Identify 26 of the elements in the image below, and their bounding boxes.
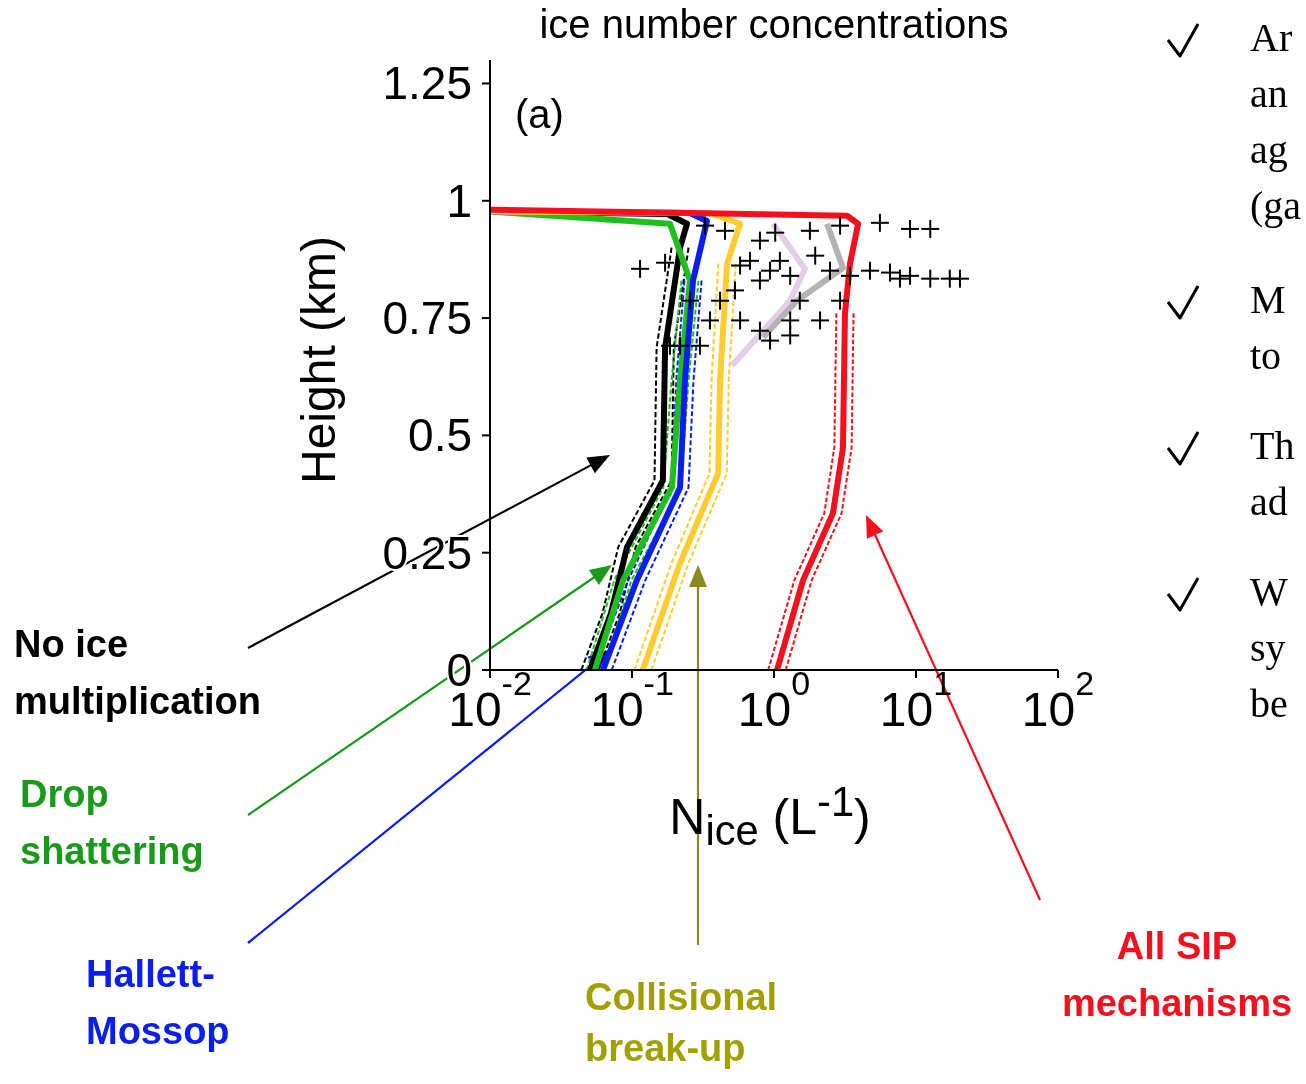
text: an xyxy=(1250,70,1288,117)
annotation: (a) xyxy=(515,91,565,138)
x-tick-label: 10$^{2}$ xyxy=(1021,664,1095,736)
x-tick-label: 10$^{-1}$ xyxy=(590,664,674,736)
text: sy xyxy=(1250,624,1286,671)
text: Drop shattering xyxy=(20,772,205,874)
y-axis-title: Height (km) xyxy=(290,235,346,485)
y-tick-label: 0.5 xyxy=(408,409,472,462)
y-tick-label: 0.75 xyxy=(382,292,472,345)
text: No ice multiplication xyxy=(14,622,262,724)
text: Th xyxy=(1250,422,1295,469)
text: to xyxy=(1250,332,1282,379)
text: M xyxy=(1250,276,1286,323)
text: Ar xyxy=(1250,14,1293,61)
y-tick-label: 1 xyxy=(446,174,472,227)
y-tick-label: 1.25 xyxy=(382,57,472,110)
text: ag xyxy=(1250,126,1288,173)
chart-title: ice number concentrations xyxy=(538,2,1010,47)
text: W xyxy=(1250,568,1288,615)
text: Collisional break-up xyxy=(585,975,779,1072)
text: (ga xyxy=(1250,182,1302,229)
text: be xyxy=(1250,680,1288,727)
text: ad xyxy=(1250,478,1288,525)
x-tick-label: 10$^{0}$ xyxy=(737,664,811,736)
text: Hallett-Mossop xyxy=(86,952,231,1054)
text: All SIP mechanisms xyxy=(1060,924,1294,1026)
